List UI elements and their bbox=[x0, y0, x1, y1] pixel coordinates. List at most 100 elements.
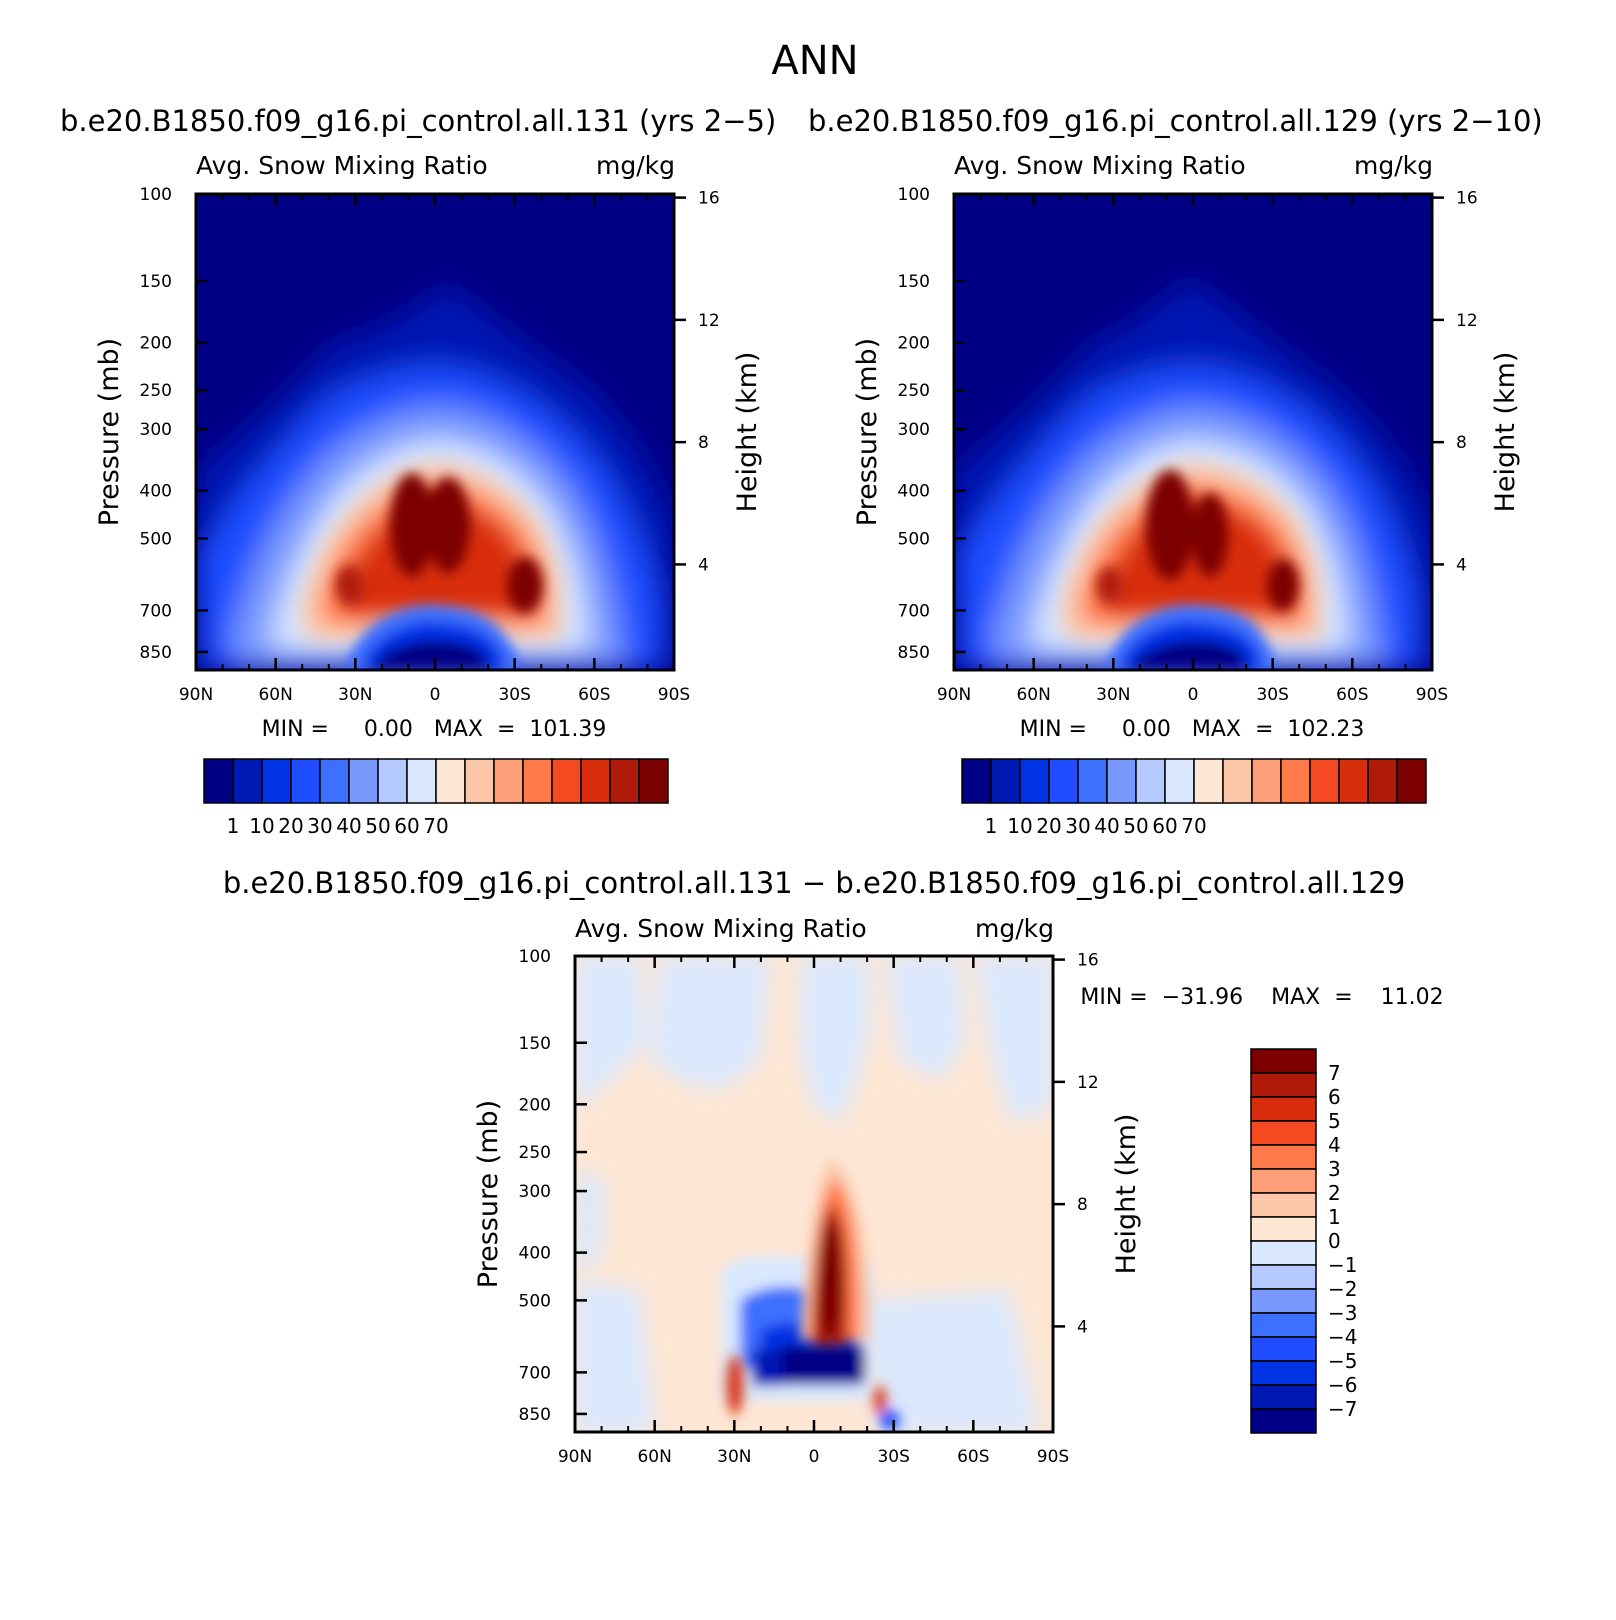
colorbar-box bbox=[232, 758, 263, 804]
y-tick-label: 250 bbox=[140, 381, 172, 401]
colorbar-label: 60 bbox=[394, 814, 419, 838]
colorbar-label: 6 bbox=[1328, 1085, 1341, 1109]
panel-a-x-ticks: 90N 60N 30N 0 30S 60S 90S bbox=[179, 194, 690, 705]
colorbar-box bbox=[1019, 758, 1050, 804]
panel-c: Avg. Snow Mixing Ratio mg/kg bbox=[473, 914, 1444, 1467]
colorbar-label: 10 bbox=[249, 814, 274, 838]
colorbar-label: −6 bbox=[1328, 1373, 1357, 1397]
colorbar-box bbox=[1250, 1168, 1317, 1194]
colorbar-label: −3 bbox=[1328, 1301, 1357, 1325]
panel-b-ylabel: Pressure (mb) bbox=[852, 338, 883, 526]
colorbar-label: 1 bbox=[1328, 1205, 1341, 1229]
y-tick-label: 500 bbox=[519, 1291, 551, 1311]
colorbar-box bbox=[406, 758, 437, 804]
colorbar-box bbox=[1250, 1312, 1317, 1338]
colorbar-label: 50 bbox=[1123, 814, 1148, 838]
y-tick-label: 100 bbox=[898, 185, 930, 205]
colorbar-label: −4 bbox=[1328, 1325, 1357, 1349]
panel-a-ylabel-right: Height (km) bbox=[732, 352, 763, 513]
colorbar-label: 20 bbox=[278, 814, 303, 838]
colorbar-box bbox=[1396, 758, 1427, 804]
y-right-tick-label: 12 bbox=[1456, 311, 1478, 331]
y-tick-label: 400 bbox=[140, 482, 172, 502]
panel-a-ylabel: Pressure (mb) bbox=[94, 338, 125, 526]
x-tick-label: 60N bbox=[258, 685, 292, 705]
x-tick-label: 0 bbox=[809, 1447, 820, 1467]
main-title: ANN bbox=[771, 38, 858, 84]
x-tick-label: 90S bbox=[1037, 1447, 1069, 1467]
colorbar-box bbox=[1367, 758, 1398, 804]
x-tick-label: 0 bbox=[1188, 685, 1199, 705]
y-right-tick-label: 8 bbox=[1077, 1195, 1088, 1215]
colorbar-box bbox=[1164, 758, 1195, 804]
colorbar-label: 1 bbox=[985, 814, 998, 838]
colorbar-box bbox=[435, 758, 466, 804]
colorbar-box bbox=[1250, 1240, 1317, 1266]
y-tick-label: 700 bbox=[140, 601, 172, 621]
colorbar-box bbox=[990, 758, 1021, 804]
panel-c-ylabel-right: Height (km) bbox=[1111, 1114, 1142, 1275]
colorbar-box bbox=[961, 758, 992, 804]
panel-c-field bbox=[575, 956, 1053, 1432]
colorbar-box bbox=[1250, 1408, 1317, 1434]
x-tick-label: 90N bbox=[937, 685, 971, 705]
colorbar-box bbox=[464, 758, 495, 804]
colorbar-box bbox=[1250, 1216, 1317, 1242]
colorbar-box bbox=[522, 758, 553, 804]
panel-a-colorbar: 1 10 20 30 40 50 60 70 bbox=[203, 758, 669, 838]
x-tick-label: 60S bbox=[578, 685, 610, 705]
colorbar-box bbox=[1135, 758, 1166, 804]
colorbar-label: 60 bbox=[1152, 814, 1177, 838]
colorbar-box bbox=[1250, 1360, 1317, 1386]
y-tick-label: 850 bbox=[140, 643, 172, 663]
colorbar-label: 30 bbox=[1065, 814, 1090, 838]
y-tick-label: 850 bbox=[519, 1405, 551, 1425]
y-right-tick-label: 4 bbox=[698, 555, 709, 575]
colorbar-box bbox=[1251, 758, 1282, 804]
x-tick-label: 60N bbox=[637, 1447, 671, 1467]
colorbar-box bbox=[1250, 1120, 1317, 1146]
colorbar-box bbox=[1106, 758, 1137, 804]
x-tick-label: 90S bbox=[1416, 685, 1448, 705]
panel-a-y-ticks: 100 150 200 250 300 400 500 700 850 4 8 12 16 bbox=[140, 185, 720, 663]
colorbar-box bbox=[551, 758, 582, 804]
panel-a: Avg. Snow Mixing Ratio mg/kg bbox=[94, 151, 763, 838]
panel-c-y-ticks: 100 150 200 250 300 400 500 700 850 4 8 12 16 bbox=[519, 947, 1099, 1425]
colorbar-box bbox=[377, 758, 408, 804]
x-tick-label: 60S bbox=[957, 1447, 989, 1467]
panel-c-variable: Avg. Snow Mixing Ratio bbox=[575, 914, 867, 943]
x-tick-label: 90S bbox=[658, 685, 690, 705]
colorbar-box bbox=[1250, 1384, 1317, 1410]
y-right-tick-label: 16 bbox=[698, 189, 720, 209]
colorbar-box bbox=[1193, 758, 1224, 804]
panel-c-minmax: MIN = −31.96 MAX = 11.02 bbox=[1080, 985, 1443, 1010]
colorbar-box bbox=[1250, 1072, 1317, 1098]
colorbar-label: 2 bbox=[1328, 1181, 1341, 1205]
colorbar-box bbox=[638, 758, 669, 804]
colorbar-box bbox=[1250, 1336, 1317, 1362]
y-tick-label: 700 bbox=[898, 601, 930, 621]
panel-c-header: b.e20.B1850.f09_g16.pi_control.all.131 −… bbox=[223, 866, 1405, 900]
panel-a-variable: Avg. Snow Mixing Ratio bbox=[196, 151, 488, 180]
y-tick-label: 300 bbox=[519, 1182, 551, 1202]
colorbar-box bbox=[1250, 1096, 1317, 1122]
colorbar-label: 70 bbox=[1181, 814, 1206, 838]
y-tick-label: 500 bbox=[898, 529, 930, 549]
panel-b-minmax: MIN = 0.00 MAX = 102.23 bbox=[1020, 717, 1365, 742]
colorbar-box bbox=[319, 758, 350, 804]
x-tick-label: 90N bbox=[558, 1447, 592, 1467]
colorbar-box bbox=[1077, 758, 1108, 804]
y-tick-label: 100 bbox=[140, 185, 172, 205]
y-right-tick-label: 8 bbox=[1456, 433, 1467, 453]
colorbar-label: 20 bbox=[1036, 814, 1061, 838]
panel-a-field bbox=[196, 194, 674, 670]
colorbar-label: 10 bbox=[1007, 814, 1032, 838]
colorbar-label: 4 bbox=[1328, 1133, 1341, 1157]
panel-b-colorbar: 1 10 20 30 40 50 60 70 bbox=[961, 758, 1427, 838]
panel-a-minmax: MIN = 0.00 MAX = 101.39 bbox=[262, 717, 607, 742]
x-tick-label: 30N bbox=[717, 1447, 751, 1467]
y-right-tick-label: 16 bbox=[1077, 951, 1099, 971]
y-tick-label: 300 bbox=[898, 420, 930, 440]
